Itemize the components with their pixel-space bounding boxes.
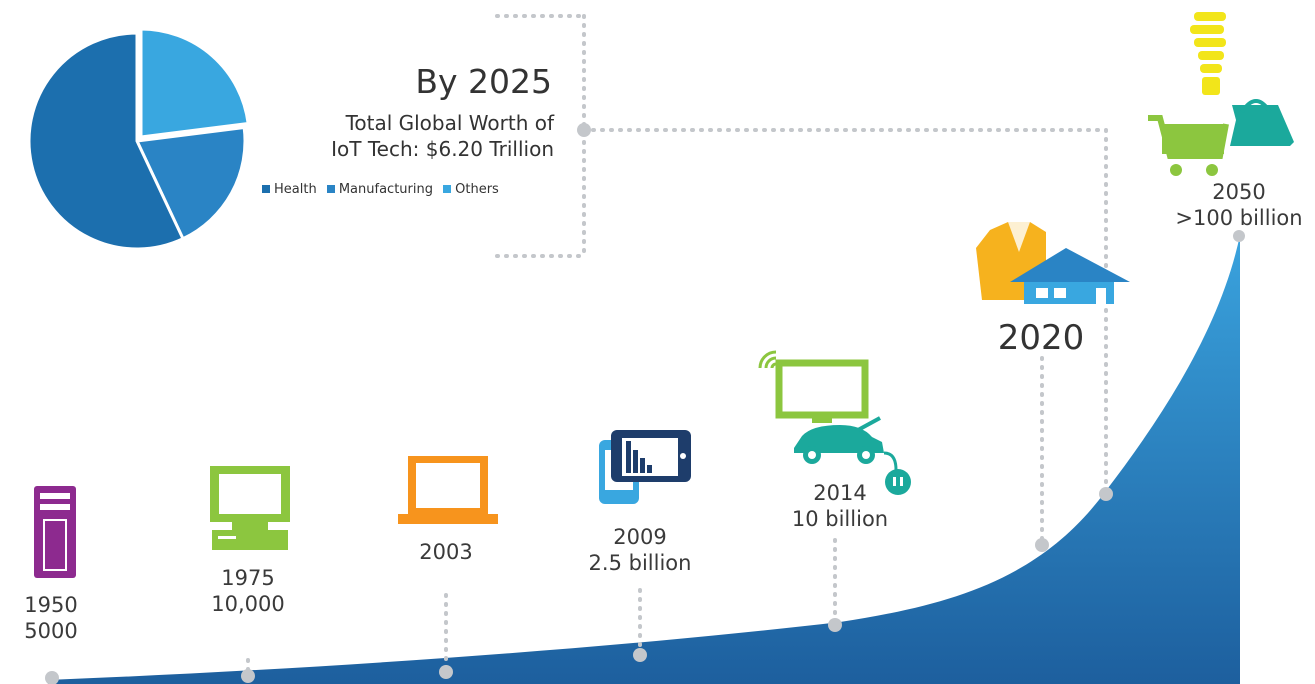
bulb-cart-bag-icon [1148,12,1294,176]
milestone-count: 10,000 [211,591,285,616]
milestone-dots [45,123,1245,684]
legend-label-others: Others [455,182,499,197]
milestone-year: 2009 [613,525,667,549]
chart-subtitle: Total Global Worth of IoT Tech: $6.20 Tr… [262,110,554,162]
legend-label-health: Health [274,182,317,197]
milestone-count: >100 billion [1175,205,1303,230]
milestone-count: 10 billion [791,506,889,531]
milestone-1950: 1950 5000 [8,593,94,644]
milestone-count: 2.5 billion [588,550,692,575]
growth-area [48,235,1240,684]
dot-2025-bracket [577,123,591,137]
desktop-computer-icon [210,466,290,550]
wifi-tv-car-plug-icon [758,350,911,495]
milestone-2014: 2014 10 billion [778,481,902,532]
pie-chart [27,27,250,251]
laptop-icon [398,456,498,524]
dot-1950 [45,671,59,684]
pie-slice-others [139,27,250,139]
milestone-year: 1975 [221,566,275,590]
legend-swatch-manufacturing [326,185,335,193]
milestone-year: 2003 [419,540,473,564]
subtitle-line-1: Total Global Worth of [345,111,554,135]
milestone-year: 2020 [997,318,1085,358]
pie-legend: Health Manufacturing Others [262,182,557,197]
milestone-1975: 1975 10,000 [195,566,301,617]
dot-2025 [1099,487,1113,501]
pie-slice-manufacturing [134,125,247,241]
legend-item-health: Health [262,182,317,197]
milestone-2020: 2020 [993,318,1089,358]
legend-swatch-others [443,185,452,193]
milestone-year: 1950 [24,593,78,617]
pie-slice-health [27,31,185,251]
milestone-2009: 2009 2.5 billion [572,525,708,576]
milestone-year: 2014 [813,481,867,505]
milestone-2050: 2050 >100 billion [1164,180,1314,231]
milestone-count: 5000 [24,618,78,643]
legend-item-manufacturing: Manufacturing [326,182,433,197]
smartphone-tablet-icon [599,430,691,504]
dot-2009 [633,648,647,662]
dot-1975 [241,669,255,683]
server-tower-icon [34,486,76,578]
dot-2020 [1035,538,1049,552]
chart-title: By 2025 [415,62,552,101]
jacket-house-icon [976,222,1130,304]
dot-2050 [1233,230,1245,242]
legend-item-others: Others [443,182,499,197]
dot-2014 [828,618,842,632]
milestone-year: 2050 [1212,180,1266,204]
legend-swatch-health [262,185,270,193]
subtitle-line-2: IoT Tech: $6.20 Trillion [331,137,554,161]
milestone-2003: 2003 [398,540,494,566]
legend-label-manufacturing: Manufacturing [338,182,433,197]
dotted-connectors [246,14,1108,678]
dot-2003 [439,665,453,679]
